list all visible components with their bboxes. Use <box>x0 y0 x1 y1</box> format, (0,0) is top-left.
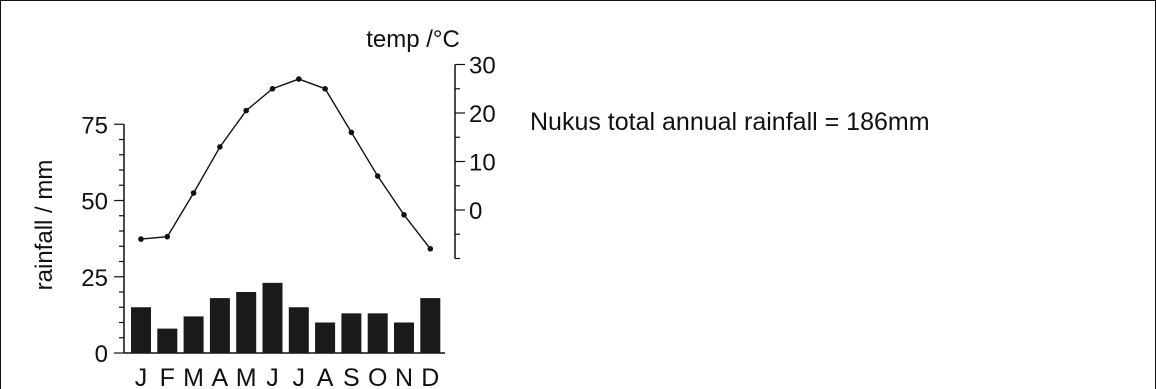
month-label: F <box>160 364 175 389</box>
rainfall-bar <box>262 282 283 353</box>
month-label: S <box>343 364 360 389</box>
temperature-axis: 0 10 20 30 <box>454 53 496 260</box>
month-label: D <box>421 364 439 389</box>
month-label: M <box>183 364 204 389</box>
temperature-point <box>427 246 434 252</box>
month-label: O <box>368 364 387 389</box>
temperature-line <box>140 78 431 250</box>
temperature-tick-label: 10 <box>469 150 496 177</box>
temperature-point <box>217 144 223 150</box>
temperature-point <box>401 212 407 218</box>
temperature-point <box>296 76 302 82</box>
rainfall-bar <box>367 313 388 353</box>
temperature-point <box>190 190 197 196</box>
rainfall-bar <box>315 322 336 353</box>
rainfall-bar <box>420 298 441 353</box>
month-label: J <box>266 364 279 389</box>
month-label: N <box>395 364 413 389</box>
temperature-point <box>348 129 355 136</box>
rainfall-tick-label: 25 <box>81 265 108 292</box>
month-label: A <box>212 364 229 389</box>
month-label: A <box>317 364 334 389</box>
rainfall-axis-title: rainfall / mm <box>31 160 58 291</box>
temperature-point <box>322 85 328 92</box>
temperature-tick-label: 0 <box>469 198 482 225</box>
rainfall-bar <box>394 322 414 353</box>
temperature-line-series <box>138 76 434 252</box>
rainfall-bar <box>157 328 178 353</box>
annual-rainfall-note: Nukus total annual rainfall = 186mm <box>530 108 930 136</box>
temperature-tick-label: 20 <box>469 101 496 128</box>
rainfall-tick-label: 0 <box>95 341 108 368</box>
temperature-point <box>243 107 249 114</box>
month-label: J <box>293 364 306 389</box>
rainfall-bar <box>236 292 257 353</box>
temperature-point <box>164 233 171 240</box>
rainfall-bar <box>131 307 151 353</box>
rainfall-bar <box>209 298 230 353</box>
temperature-point <box>374 173 381 179</box>
rainfall-tick-label: 75 <box>81 112 108 139</box>
rainfall-bar <box>183 316 204 353</box>
temperature-point <box>269 85 276 92</box>
rainfall-bars <box>131 282 441 353</box>
rainfall-tick-label: 50 <box>81 189 108 216</box>
month-label: M <box>236 364 257 389</box>
rainfall-bar <box>288 307 309 353</box>
rainfall-axis: 0 25 50 75 <box>81 112 445 368</box>
temperature-tick-label: 30 <box>469 53 496 80</box>
month-label: J <box>135 364 148 389</box>
temperature-axis-title: temp /°C <box>366 26 460 53</box>
temperature-point <box>138 236 144 242</box>
rainfall-bar <box>341 313 362 353</box>
